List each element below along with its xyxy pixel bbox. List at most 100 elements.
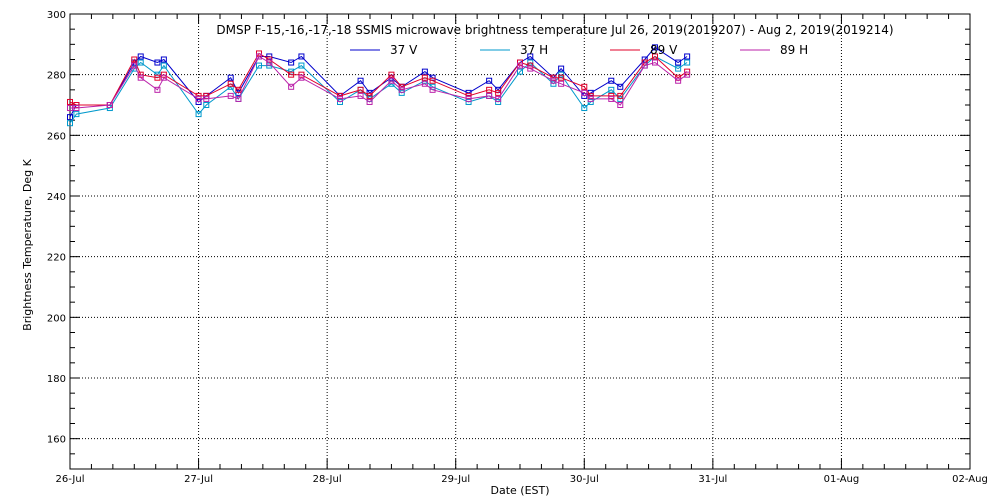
data-point-37-h	[495, 98, 502, 105]
x-tick-label: 30-Jul	[570, 474, 599, 485]
data-point-37-v	[527, 53, 534, 60]
y-tick-label: 200	[47, 313, 66, 324]
data-point-89-v	[131, 56, 138, 63]
data-point-89-h	[517, 62, 523, 69]
data-point-37-h	[106, 105, 113, 112]
y-tick-label: 180	[47, 374, 66, 385]
data-point-89-h	[288, 83, 295, 90]
data-point-37-v	[288, 59, 295, 66]
data-point-89-h	[256, 53, 262, 60]
data-point-37-h	[256, 62, 262, 69]
grid-lines	[70, 14, 970, 469]
data-point-89-h	[617, 102, 624, 108]
y-tick-label: 240	[47, 192, 66, 203]
y-axis-title: Brightness Temperature, Deg K	[21, 158, 34, 330]
data-point-89-v	[357, 86, 364, 93]
data-point-37-h	[517, 68, 523, 75]
data-point-37-h	[203, 102, 210, 108]
data-point-89-h	[429, 86, 436, 93]
data-point-89-v	[486, 86, 493, 93]
data-point-37-h	[137, 59, 144, 66]
data-point-37-v	[357, 77, 364, 84]
data-point-89-v	[421, 74, 428, 81]
data-point-89-v	[154, 74, 161, 81]
data-point-89-h	[73, 105, 80, 112]
y-tick-label: 260	[47, 131, 66, 142]
data-point-37-v	[675, 59, 682, 66]
axis-ticks	[69, 13, 971, 470]
data-point-37-h	[581, 105, 588, 112]
data-point-37-h	[684, 59, 691, 66]
data-point-89-v	[388, 71, 395, 78]
data-point-89-h	[357, 92, 364, 99]
data-point-89-h	[235, 95, 242, 102]
data-point-37-h	[558, 71, 565, 78]
data-point-89-h	[684, 71, 691, 78]
data-point-89-h	[641, 62, 648, 69]
data-point-89-h	[203, 95, 210, 102]
data-point-37-v	[67, 114, 73, 121]
data-point-37-h	[398, 89, 405, 96]
data-point-89-h	[465, 95, 472, 102]
data-point-37-v	[227, 74, 234, 81]
legend-label: 89 H	[780, 43, 808, 57]
series-layer	[67, 44, 691, 127]
data-point-37-h	[675, 65, 682, 72]
data-point-89-h	[337, 95, 343, 102]
x-tick-label: 28-Jul	[313, 474, 342, 485]
plot-frame	[69, 13, 971, 470]
x-tick-label: 26-Jul	[56, 474, 85, 485]
data-point-89-h	[137, 74, 144, 81]
data-point-89-h	[558, 80, 565, 87]
data-point-37-v	[558, 65, 565, 72]
data-point-37-v	[137, 53, 144, 60]
x-tick-label: 02-Aug	[952, 474, 988, 485]
data-point-89-h	[652, 59, 658, 66]
series-line-37-v	[69, 46, 688, 118]
data-point-89-v	[652, 53, 658, 60]
data-point-89-h	[495, 95, 502, 102]
legend: 37 V 37 H 89 V 89 H	[350, 43, 808, 57]
data-point-89-v	[227, 80, 234, 87]
data-point-89-v	[581, 83, 588, 90]
data-point-89-v	[558, 74, 565, 81]
data-point-89-v	[235, 86, 242, 93]
data-point-37-v	[652, 44, 658, 51]
data-point-89-h	[366, 98, 373, 105]
data-point-37-v	[298, 53, 305, 60]
data-point-89-v	[429, 77, 436, 84]
legend-label: 89 V	[650, 43, 678, 57]
data-point-89-h	[398, 86, 405, 93]
data-point-89-h	[131, 62, 138, 69]
data-point-89-v	[641, 59, 648, 66]
x-tick-label: 29-Jul	[441, 474, 470, 485]
y-tick-label: 280	[47, 71, 66, 82]
data-point-37-h	[195, 111, 202, 118]
data-point-89-v	[495, 89, 502, 96]
data-point-37-v	[617, 83, 624, 90]
x-tick-label: 01-Aug	[824, 474, 860, 485]
data-point-37-h	[298, 62, 305, 69]
data-point-89-h	[675, 77, 682, 84]
y-tick-label: 160	[47, 435, 66, 446]
data-point-89-h	[550, 77, 557, 84]
data-point-37-h	[160, 62, 167, 69]
data-point-37-v	[608, 77, 615, 84]
data-point-37-h	[73, 111, 80, 118]
data-point-89-h	[421, 80, 428, 87]
data-point-89-h	[67, 105, 73, 112]
data-point-89-h	[581, 89, 588, 96]
data-point-37-v	[195, 98, 202, 105]
data-point-89-v	[288, 71, 295, 78]
data-point-37-v	[421, 68, 428, 75]
x-tick-label: 27-Jul	[184, 474, 213, 485]
data-point-37-h	[465, 98, 472, 105]
data-point-89-v	[684, 68, 691, 75]
data-point-89-v	[67, 98, 73, 105]
x-tick-label: 31-Jul	[698, 474, 727, 485]
data-point-89-v	[527, 62, 534, 69]
data-point-89-h	[388, 77, 395, 84]
data-point-37-h	[617, 95, 624, 102]
data-point-37-h	[67, 120, 73, 127]
